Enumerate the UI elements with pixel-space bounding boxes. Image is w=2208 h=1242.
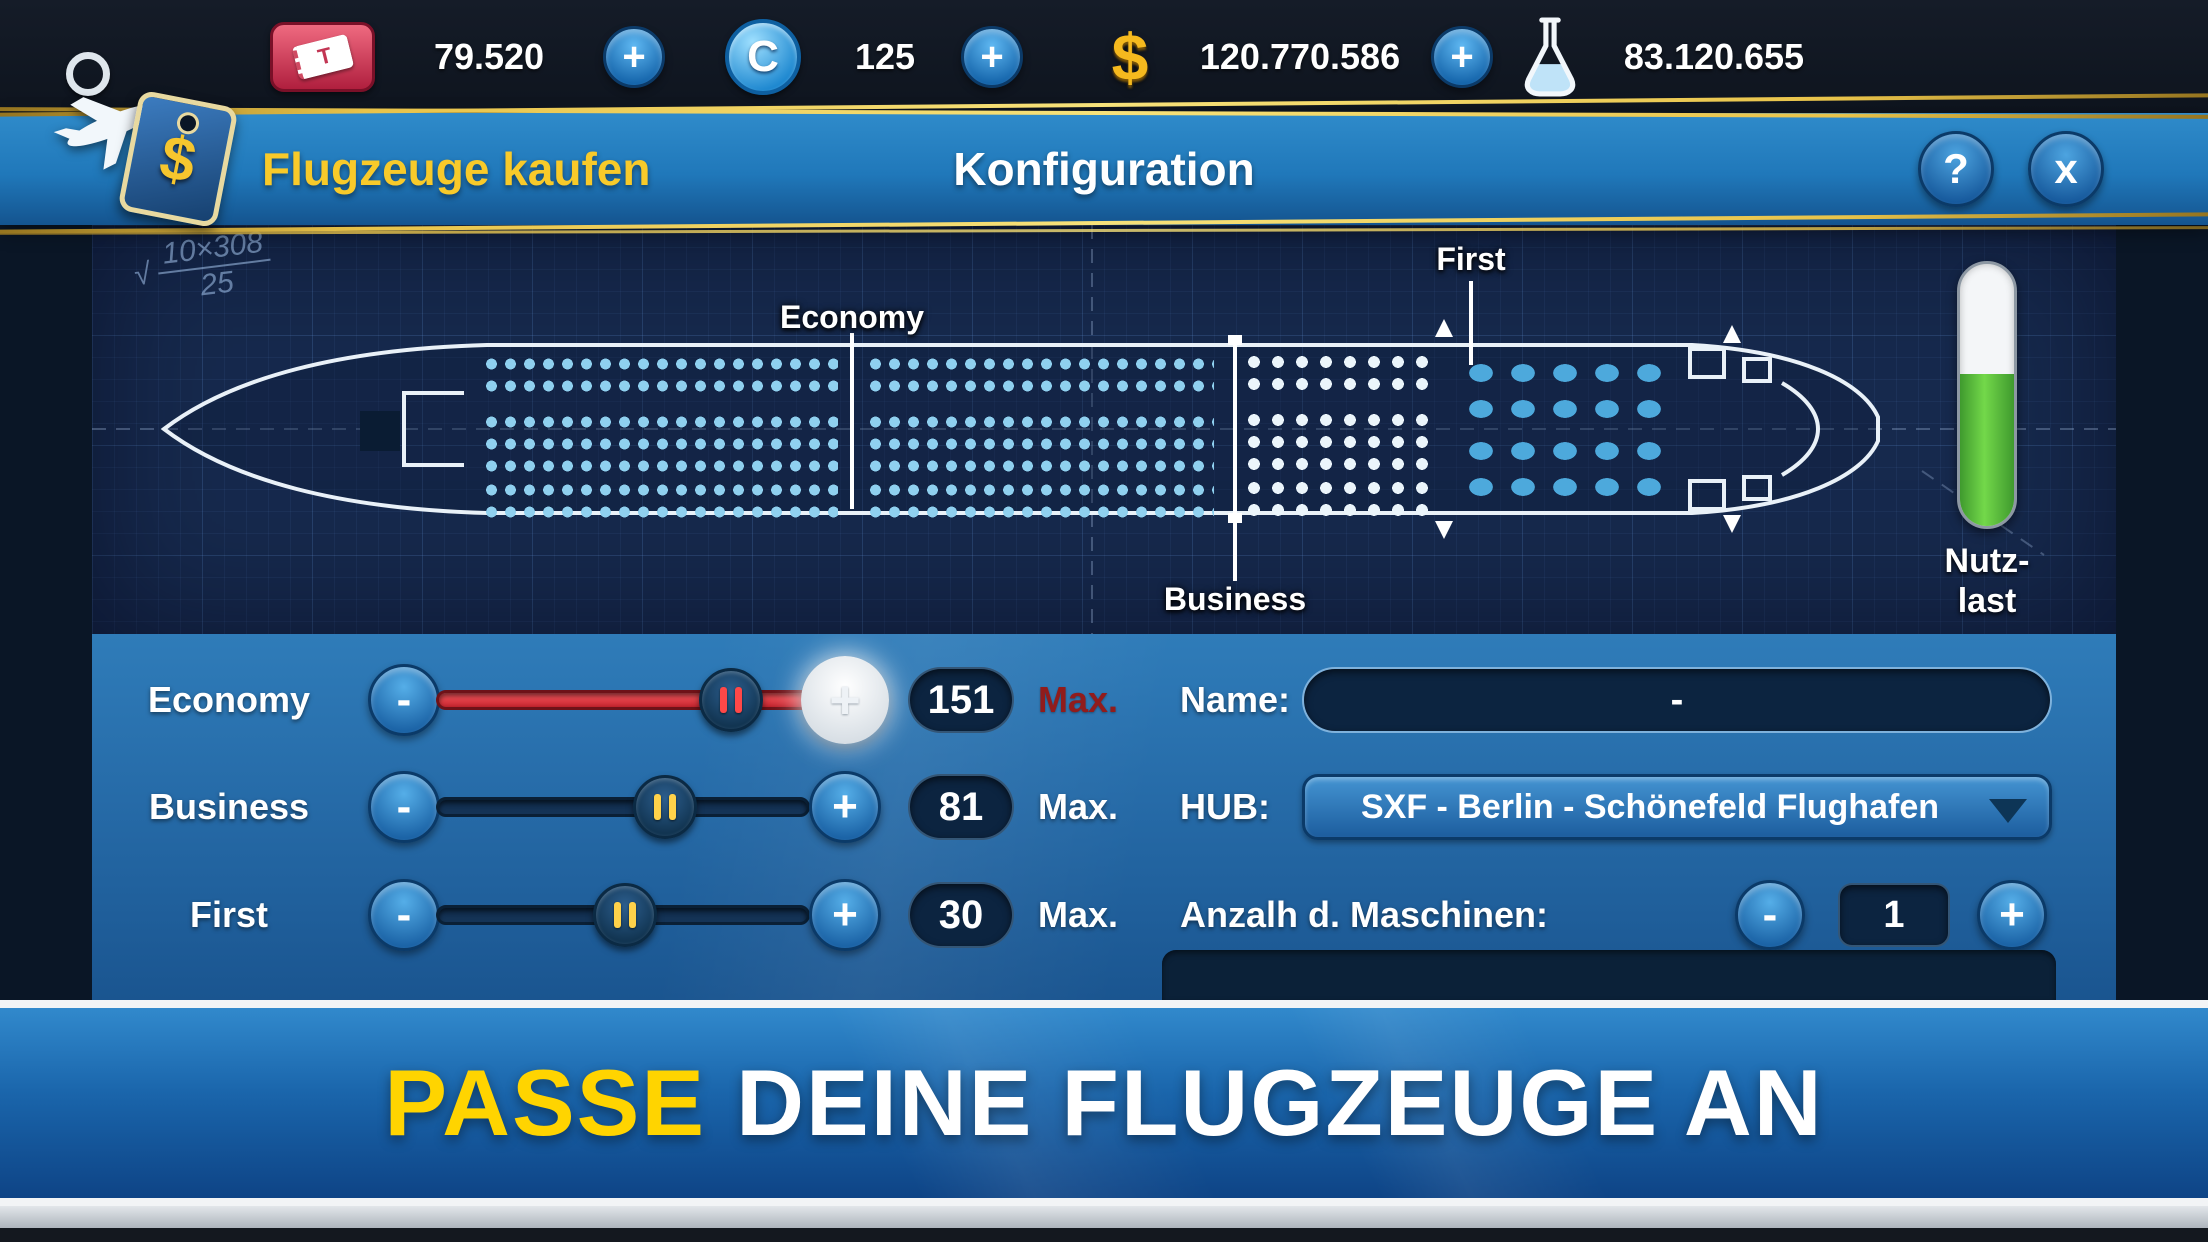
economy-slider-handle[interactable] [699,668,763,732]
research-value: 83.120.655 [1623,35,1805,77]
keyring-icon [66,52,110,96]
resource-coins: C 125 + [725,0,1023,113]
ticket-glyph: T [291,33,354,80]
handle-grip [654,794,661,820]
economy-seats [866,411,1214,477]
hub-dropdown[interactable]: SXF - Berlin - Schönefeld Flughafen [1302,774,2052,840]
business-seats [1242,409,1432,475]
economy-slider-track[interactable] [436,668,810,732]
banner-highlight-text: PASSE [384,1050,707,1155]
payload-gauge-label: Nutz- last [1944,542,2030,621]
lower-panel [1162,950,2056,1000]
first-seat-count: 30 [908,882,1014,948]
page-title-left: Flugzeuge kaufen [262,143,651,195]
add-coins-button[interactable]: + [961,25,1023,88]
business-slider-handle[interactable] [633,775,697,839]
business-seats [1242,351,1432,395]
handle-grip [735,687,742,713]
resource-cash: $ 120.770.586 + [1095,0,1493,113]
shop-logo: $ [50,50,260,235]
first-plus-button[interactable]: + [809,879,881,951]
economy-slider-label: Economy [147,679,311,720]
banner-text: PASSE DEINE FLUGZEUGE AN [0,1008,2208,1198]
ticket-icon: T [270,21,375,92]
name-label: Name: [1180,679,1291,720]
promo-banner: PASSE DEINE FLUGZEUGE AN [0,1000,2208,1206]
machine-count-minus-button[interactable]: - [1735,880,1805,950]
handle-grip [629,902,636,928]
close-button[interactable]: x [2028,131,2104,207]
economy-seats [866,353,1214,397]
first-slider-label: First [189,894,268,935]
economy-minus-button[interactable]: - [368,664,440,736]
cash-value: 120.770.586 [1199,35,1401,77]
price-tag-glyph: $ [154,121,202,197]
blueprint-panel: √ 10×308 25 [92,224,2116,634]
first-minus-button[interactable]: - [368,879,440,951]
add-cash-button[interactable]: + [1431,25,1493,88]
name-input[interactable]: - [1302,667,2052,733]
resource-tickets: T 79.520 + [270,0,665,113]
economy-seats [482,353,838,397]
economy-section-label: Economy [779,299,925,335]
config-panel: Economy - + 151 Max. Business - + 81 Max… [92,634,2116,1000]
handle-grip [669,794,676,820]
hub-label: HUB: [1180,786,1270,827]
business-slider-label: Business [148,786,310,827]
banner-rest-text: DEINE FLUGZEUGE AN [736,1050,1824,1155]
topbar: T 79.520 + C 125 + $ 120.770.586 + 83.12… [0,0,2208,113]
coin-icon: C [725,18,801,95]
economy-plus-button[interactable]: + [801,656,889,744]
business-slider-track[interactable] [436,775,810,839]
slider-row-economy: Economy - + 151 Max. [92,655,1152,745]
page-title-center: Konfiguration [953,143,1255,195]
business-minus-button[interactable]: - [368,771,440,843]
business-section-label: Business [1163,581,1307,617]
economy-max-label: Max. [1038,679,1119,720]
resource-research: 83.120.655 [1515,0,1819,113]
machine-count-plus-button[interactable]: + [1977,880,2047,950]
economy-seats [482,479,838,523]
economy-seats [482,411,838,477]
bottom-gray-strip [0,1206,2208,1228]
business-seat-count: 81 [908,774,1014,840]
slider-row-first: First - + 30 Max. [92,870,1152,960]
help-button[interactable]: ? [1918,131,1994,207]
price-tag-icon: $ [117,89,239,229]
tickets-value: 79.520 [433,35,545,77]
slider-row-business: Business - + 81 Max. [92,762,1152,852]
business-seats [1242,477,1432,521]
chevron-down-icon [1989,799,2027,823]
add-tickets-button[interactable]: + [603,25,665,88]
payload-gauge [1957,261,2017,529]
first-section-label: First [1436,241,1506,277]
flask-icon [1524,17,1576,96]
dollar-icon: $ [1111,19,1149,94]
machine-count-label: Anzalh d. Maschinen: [1180,894,1549,935]
first-slider-handle[interactable] [593,883,657,947]
coins-value: 125 [854,35,916,77]
first-seats [1460,433,1672,505]
bottom-dark-strip [0,1228,2208,1242]
handle-grip [614,902,621,928]
first-max-label: Max. [1038,894,1119,935]
business-plus-button[interactable]: + [809,771,881,843]
header: Flugzeuge kaufen Konfiguration ? x [0,113,2208,225]
first-slider-track[interactable] [436,883,810,947]
payload-gauge-fill [1960,374,2014,526]
economy-seats [866,479,1214,523]
economy-seat-count: 151 [908,667,1014,733]
handle-grip [720,687,727,713]
hub-selected-value: SXF - Berlin - Schönefeld Flughafen [1360,787,1940,826]
first-seats [1460,355,1672,427]
machine-count-value: 1 [1838,883,1950,947]
business-max-label: Max. [1038,786,1119,827]
